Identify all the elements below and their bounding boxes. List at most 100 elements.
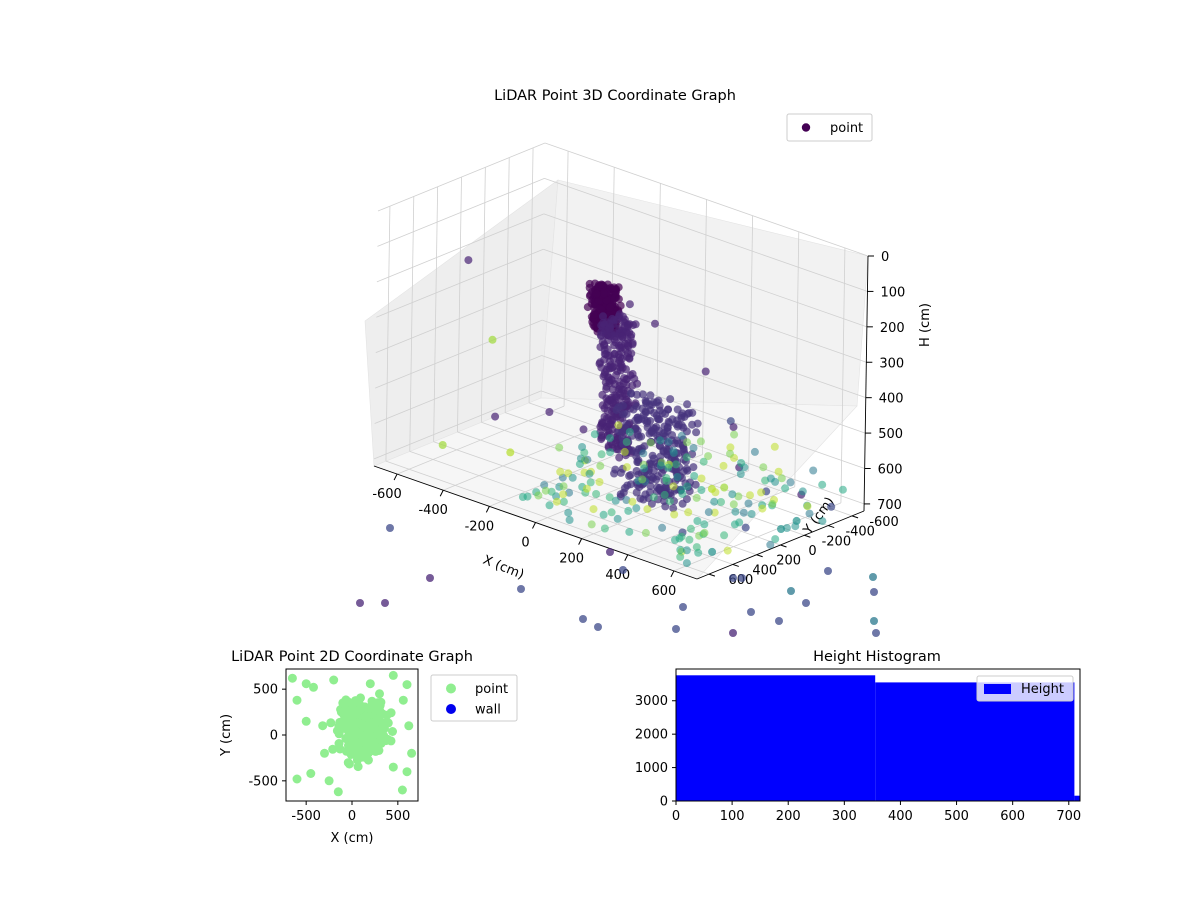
point-3d [766,540,775,549]
point-2d [301,679,311,689]
point-3d [555,443,564,452]
x-axis-label-3d: X (cm) [481,553,526,583]
point-3d [610,469,619,478]
point-3d-outlier [870,588,878,596]
point-3d [600,289,609,298]
point-3d [615,324,624,333]
point-3d [659,429,668,438]
x-tick-label-3d: -600 [372,487,402,502]
point-3d [759,463,768,472]
point-3d [610,341,619,350]
x-tick-3d [439,489,444,497]
point-3d [660,490,669,499]
grid-z-left [377,178,545,247]
points-3d [356,256,880,637]
point-3d [590,430,599,439]
point-3d [658,523,667,532]
point-3d [700,520,709,529]
grid-z-left [374,355,542,424]
point-3d [691,480,700,489]
point-3d [683,482,692,491]
point-3d [673,473,682,481]
point-3d [669,482,678,491]
point-3d-outlier [802,599,810,607]
point-3d [464,256,473,265]
point-3d [576,454,585,463]
point-3d [730,430,739,439]
point-3d [674,420,683,429]
point-3d [559,490,568,499]
point-3d [663,423,672,432]
point-3d [735,518,744,527]
x-tick-label-hist: 600 [1000,809,1025,824]
point-3d [599,510,608,519]
point-3d [643,423,652,432]
point-2d [357,730,367,740]
point-3d [602,318,611,327]
point-3d [677,411,686,420]
point-3d [600,524,609,533]
point-3d [541,486,550,495]
point-3d [675,534,684,543]
x-tick-3d [670,570,675,578]
y-tick-label-3d: -400 [845,525,875,540]
point-3d [656,436,665,445]
point-3d [729,500,738,509]
x-tick-label-hist: 100 [720,809,745,824]
y-tick-3d [804,534,811,538]
point-3d [564,508,573,517]
point-3d [723,546,732,555]
ticks-2d: -500 0 500 -500 0 500 [248,683,410,824]
point-3d [677,431,686,440]
point-3d [491,412,500,421]
point-3d [616,359,625,368]
point-3d [678,489,687,498]
point-3d [731,507,740,516]
point-3d [632,488,641,497]
ticks-hist: 0 100 200 300 400 500 600 700 0 1000 2000 3000 [635,694,1081,824]
y-tick-label-3d: 400 [752,563,777,578]
histogram-title: Height Histogram [813,649,941,665]
grid-z-left [373,390,542,460]
point-3d [438,441,447,449]
point-2d [364,733,374,743]
point-3d [627,349,636,358]
x-axis-label-2d: X (cm) [331,831,374,846]
histogram-bar [676,675,876,801]
point-3d [614,295,623,304]
point-3d [658,409,667,418]
point-3d [545,501,554,510]
point-2d [292,695,302,705]
z-tick-label-3d: 500 [878,427,903,442]
point-3d [690,472,699,480]
point-3d [578,443,587,451]
point-2d [388,727,397,736]
point-2d [326,718,336,728]
legend-hist-swatch [984,684,1011,694]
point-3d [622,380,631,389]
point-3d [597,305,606,314]
point-3d [565,488,574,497]
point-3d [682,546,691,555]
point-2d [344,759,354,769]
point-3d [552,497,561,506]
z-tick-label-3d: 100 [880,285,905,300]
point-3d [719,461,728,470]
point-2d [287,673,297,683]
point-2d [375,689,384,699]
point-3d [585,469,594,478]
point-3d [615,310,624,319]
point-3d [600,350,609,358]
point-3d [672,460,680,469]
point-3d [758,504,767,513]
point-3d [568,473,577,482]
point-3d-outlier [356,599,364,607]
x-tick-3d [578,538,583,545]
point-3d [616,468,625,477]
point-3d [693,419,702,428]
grid-z-left [375,284,543,354]
point-3d-outlier [426,574,434,582]
point-3d [768,499,777,508]
point-3d [606,420,615,429]
point-3d [805,509,814,518]
